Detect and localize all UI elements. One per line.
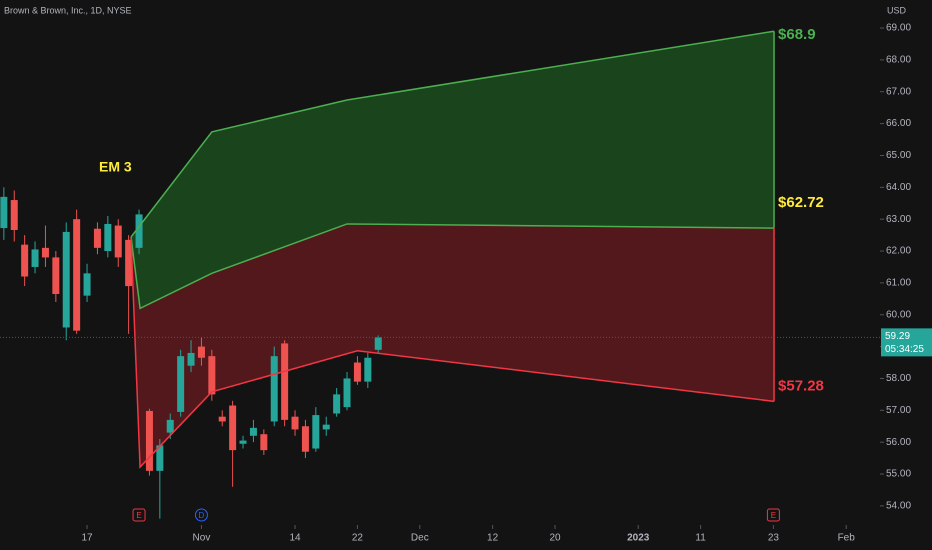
candle-body: [249, 427, 257, 436]
candle-body: [166, 419, 174, 433]
candle-body: [52, 257, 60, 295]
x-tick-label: 17: [81, 533, 93, 544]
candle-body: [281, 343, 289, 420]
candle-body: [218, 416, 226, 422]
candle-body: [73, 219, 81, 331]
y-tick-label: 67.00: [886, 86, 911, 97]
candle-body: [177, 356, 185, 412]
x-tick-label: Feb: [838, 533, 856, 544]
x-tick-label: 22: [352, 533, 364, 544]
candle-body: [0, 196, 8, 229]
candle-body: [239, 440, 247, 444]
band-line: [130, 223, 775, 310]
candle-body: [145, 410, 153, 471]
candle-body: [83, 273, 91, 296]
y-tick-label: 57.00: [886, 405, 911, 416]
candle-body: [135, 214, 143, 248]
y-tick-label: 63.00: [886, 214, 911, 225]
candle-body: [125, 239, 133, 287]
candle-body: [197, 346, 205, 358]
y-tick-label: 68.00: [886, 55, 911, 66]
candle-body: [114, 225, 122, 258]
candle-body: [104, 223, 112, 252]
candle-body: [62, 231, 70, 328]
candle-body: [374, 337, 382, 350]
y-tick-label: 62.00: [886, 246, 911, 257]
y-tick-label: 56.00: [886, 437, 911, 448]
candle-body: [364, 357, 372, 382]
event-marker: [194, 508, 208, 522]
y-tick-label: 69.00: [886, 23, 911, 34]
end-label: $57.28: [778, 377, 824, 394]
candle-body: [333, 394, 341, 414]
y-tick-label: 55.00: [886, 469, 911, 480]
candle-body: [301, 426, 309, 452]
currency: USD: [887, 5, 907, 15]
x-tick-label: 11: [695, 533, 706, 544]
candle-body: [208, 356, 216, 395]
candle-body: [41, 247, 49, 258]
x-tick-label: Nov: [193, 533, 211, 544]
x-tick-label: Dec: [411, 533, 429, 544]
x-tick-label: 2023: [627, 533, 650, 544]
y-tick-label: 65.00: [886, 150, 911, 161]
y-tick-label: 60.00: [886, 309, 911, 320]
price-tag-value: 59.29: [885, 331, 910, 342]
candle-body: [343, 378, 351, 408]
candle-body: [93, 228, 101, 248]
candle-body: [260, 434, 268, 451]
candle-body: [353, 362, 361, 382]
end-label: $62.72: [778, 194, 824, 211]
event-label: E: [771, 511, 776, 520]
event-label: E: [136, 511, 141, 520]
end-label: $68.9: [778, 26, 816, 43]
event-label: D: [199, 511, 205, 520]
x-tick-label: 14: [289, 533, 301, 544]
y-tick-label: 61.00: [886, 278, 911, 289]
y-tick-label: 64.00: [886, 182, 911, 193]
candle-body: [291, 416, 299, 430]
candle-body: [270, 356, 278, 422]
y-tick-label: 54.00: [886, 501, 911, 512]
y-tick-label: 66.00: [886, 118, 911, 129]
candle-body: [187, 352, 195, 366]
event-marker: [766, 508, 780, 522]
y-tick-label: 58.00: [886, 373, 911, 384]
price-tag-countdown: 05:34:25: [885, 344, 924, 355]
annotation: EM 3: [99, 159, 132, 175]
x-tick-label: 20: [549, 533, 561, 544]
band-area: [131, 223, 775, 468]
candle-body: [10, 200, 18, 231]
candle-body: [322, 424, 330, 430]
candle-body: [21, 244, 29, 277]
candle-body: [312, 415, 320, 449]
x-tick-label: 23: [768, 533, 780, 544]
candle-body: [229, 405, 237, 451]
event-marker: [132, 508, 146, 522]
price-tag: [881, 328, 932, 357]
candle-body: [156, 445, 164, 471]
candle-body: [31, 249, 39, 267]
symbol-title: Brown & Brown, Inc., 1D, NYSE: [4, 5, 132, 15]
band-line: [130, 30, 775, 238]
band-line: [130, 238, 775, 469]
x-tick-label: 12: [487, 533, 499, 544]
band-area: [131, 31, 775, 309]
